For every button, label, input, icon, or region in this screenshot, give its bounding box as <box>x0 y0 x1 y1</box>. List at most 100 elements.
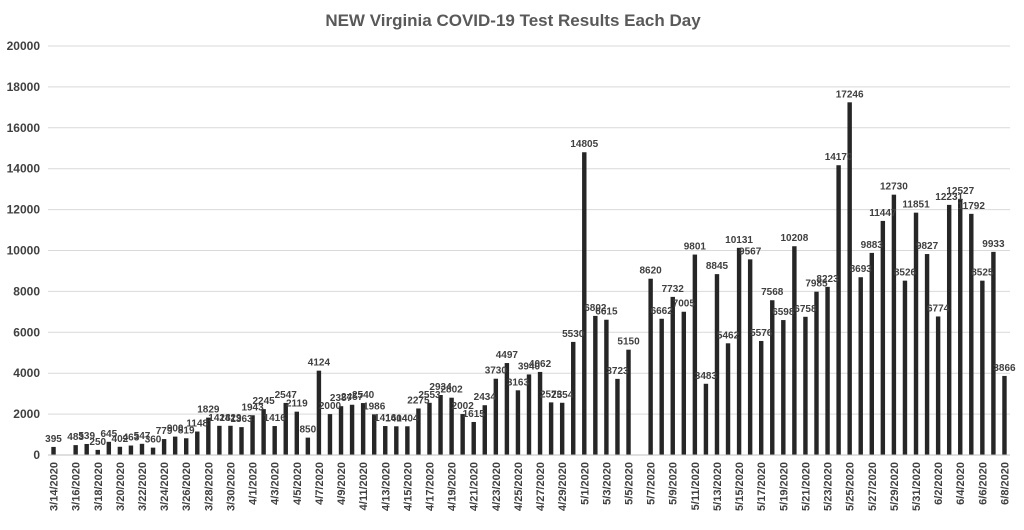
data-label: 8525 <box>971 268 994 279</box>
bar <box>913 212 919 455</box>
data-label: 1615 <box>463 409 486 420</box>
data-label: 4124 <box>308 358 331 369</box>
data-label: 2457 <box>341 392 364 403</box>
data-label: 2000 <box>319 401 342 412</box>
data-label: 5462 <box>717 330 740 341</box>
y-tick-label: 12000 <box>7 203 41 217</box>
data-label: 1404 <box>385 413 408 424</box>
x-tick-label: 3/18/2020 <box>93 462 105 511</box>
data-label: 2245 <box>252 396 275 407</box>
data-label: 17246 <box>836 89 864 100</box>
x-tick-label: 5/3/2020 <box>601 462 613 505</box>
data-label: 2573 <box>540 389 563 400</box>
bar <box>559 402 565 455</box>
data-label: 360 <box>145 435 162 446</box>
bar <box>327 414 333 455</box>
data-label: 11447 <box>869 208 897 219</box>
bar <box>371 414 377 455</box>
bar <box>416 408 421 455</box>
bar <box>195 431 200 455</box>
bar <box>394 426 399 455</box>
bar <box>349 404 355 455</box>
bar <box>980 280 985 455</box>
data-label: 6774 <box>927 303 950 314</box>
data-label: 12730 <box>880 182 908 193</box>
x-tick-label: 3/24/2020 <box>159 462 171 511</box>
x-tick-label: 3/30/2020 <box>225 462 237 511</box>
bar <box>515 390 521 455</box>
data-label: 2553 <box>418 390 441 401</box>
data-label: 850 <box>300 425 317 436</box>
bar <box>73 445 78 455</box>
bar <box>604 319 609 455</box>
y-tick-label: 16000 <box>7 121 41 135</box>
x-tick-label: 4/9/2020 <box>336 462 348 505</box>
data-label: 2275 <box>407 395 430 406</box>
x-tick-label: 6/8/2020 <box>999 462 1011 505</box>
x-tick-label: 5/25/2020 <box>845 462 857 511</box>
bar <box>758 340 764 455</box>
bar <box>692 254 698 455</box>
bar <box>747 259 753 455</box>
x-tick-label: 5/23/2020 <box>823 462 835 511</box>
bar <box>272 426 277 455</box>
data-labels: 395 4835392506454024635473607799008191148… <box>45 89 1016 448</box>
data-label: 12527 <box>946 186 974 197</box>
bar <box>924 254 930 455</box>
bar <box>294 411 300 455</box>
bar <box>449 397 454 455</box>
bar <box>504 363 510 455</box>
x-tick-label: 3/28/2020 <box>203 462 215 511</box>
x-tick-label: 4/21/2020 <box>469 462 481 511</box>
data-label: 2434 <box>474 392 497 403</box>
data-label: 1148 <box>186 419 208 430</box>
bars <box>51 102 1007 456</box>
x-tick-label: 4/19/2020 <box>447 462 459 511</box>
data-label: 2002 <box>452 401 475 412</box>
bar <box>548 402 554 455</box>
x-tick-label: 3/22/2020 <box>137 462 149 511</box>
x-tick-label: 4/17/2020 <box>424 462 436 511</box>
data-label: 7005 <box>673 299 696 310</box>
bar <box>493 378 499 455</box>
bar <box>615 378 620 455</box>
x-tick-label: 5/21/2020 <box>800 462 812 511</box>
data-label: 11851 <box>902 200 930 211</box>
y-tick-label: 6000 <box>13 325 40 339</box>
x-tick-label: 3/20/2020 <box>115 462 127 511</box>
bar <box>239 427 244 455</box>
data-label: 3483 <box>695 371 718 382</box>
data-label: 8223 <box>816 274 839 285</box>
data-label: 402 <box>112 434 129 445</box>
bar <box>725 343 731 455</box>
x-tick-label: 5/31/2020 <box>911 462 923 511</box>
data-label: 11792 <box>958 201 986 212</box>
bar <box>95 449 100 455</box>
data-label: 9827 <box>916 241 939 252</box>
data-label: 10131 <box>725 235 753 246</box>
data-label: 539 <box>78 431 95 442</box>
data-label: 4497 <box>496 350 519 361</box>
data-label: 1416 <box>374 413 397 424</box>
data-label: 645 <box>100 429 117 440</box>
bar <box>969 213 974 455</box>
y-tick-label: 10000 <box>7 244 41 258</box>
data-label: 6802 <box>584 303 607 314</box>
data-label: 1943 <box>241 402 264 413</box>
bar <box>460 414 465 455</box>
y-tick-label: 4000 <box>13 366 40 380</box>
data-label: 3866 <box>993 363 1016 374</box>
gridlines <box>48 45 1010 415</box>
data-label: 900 <box>167 424 184 435</box>
bar <box>161 439 167 455</box>
x-tick-label: 3/14/2020 <box>49 462 61 511</box>
data-label: 8693 <box>850 264 873 275</box>
data-label: 1428 <box>208 413 231 424</box>
x-tick-label: 5/13/2020 <box>712 462 724 511</box>
bar <box>792 246 797 455</box>
x-tick-label: 4/5/2020 <box>292 462 304 505</box>
data-label: 4062 <box>529 359 552 370</box>
bar <box>891 194 897 455</box>
x-tick-label: 4/29/2020 <box>557 462 569 511</box>
y-tick-label: 8000 <box>13 284 40 298</box>
